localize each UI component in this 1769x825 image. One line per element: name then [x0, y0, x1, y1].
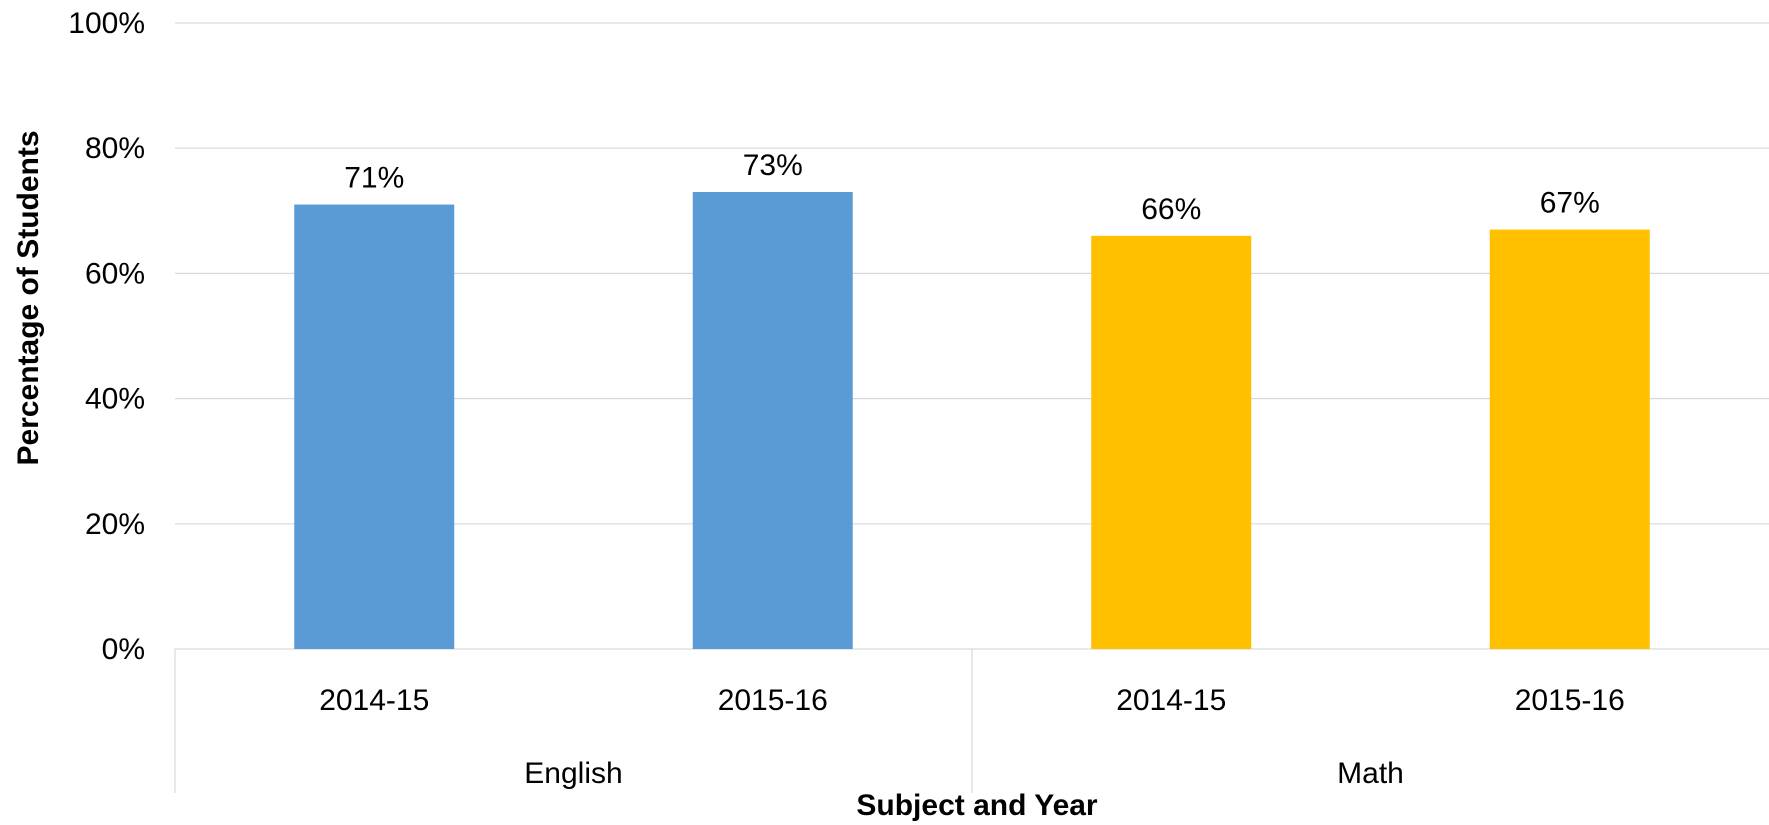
- y-tick-label: 40%: [85, 383, 145, 416]
- axes: [174, 648, 1769, 793]
- data-label: 71%: [344, 162, 404, 195]
- data-labels: 71% 73% 66% 67%: [344, 149, 1600, 226]
- x-tick-label: 2015-16: [1515, 684, 1625, 717]
- x-tick-label: 2014-15: [1116, 684, 1226, 717]
- y-tick-label: 100%: [68, 7, 145, 40]
- x-group-label: Math: [1337, 757, 1404, 790]
- data-label: 66%: [1141, 193, 1201, 226]
- data-label: 73%: [743, 149, 803, 182]
- x-group-label: English: [524, 757, 622, 790]
- x-tick-label: 2014-15: [319, 684, 429, 717]
- y-tick-label: 20%: [85, 508, 145, 541]
- x-axis-title: Subject and Year: [856, 789, 1098, 822]
- y-tick-label: 0%: [102, 633, 145, 666]
- y-tick-label: 60%: [85, 257, 145, 290]
- bar: [294, 204, 455, 650]
- y-axis-title: Percentage of Students: [12, 130, 45, 465]
- axis-ticks: 0% 20% 40% 60% 80% 100% 2014-15 2015-16 English 2…: [68, 7, 1625, 790]
- data-label: 67%: [1540, 187, 1600, 220]
- y-tick-label: 80%: [85, 132, 145, 165]
- bars: [294, 192, 1650, 650]
- bar: [1091, 235, 1252, 649]
- x-tick-label: 2015-16: [718, 684, 828, 717]
- bar: [1489, 229, 1650, 649]
- bar: [692, 192, 853, 649]
